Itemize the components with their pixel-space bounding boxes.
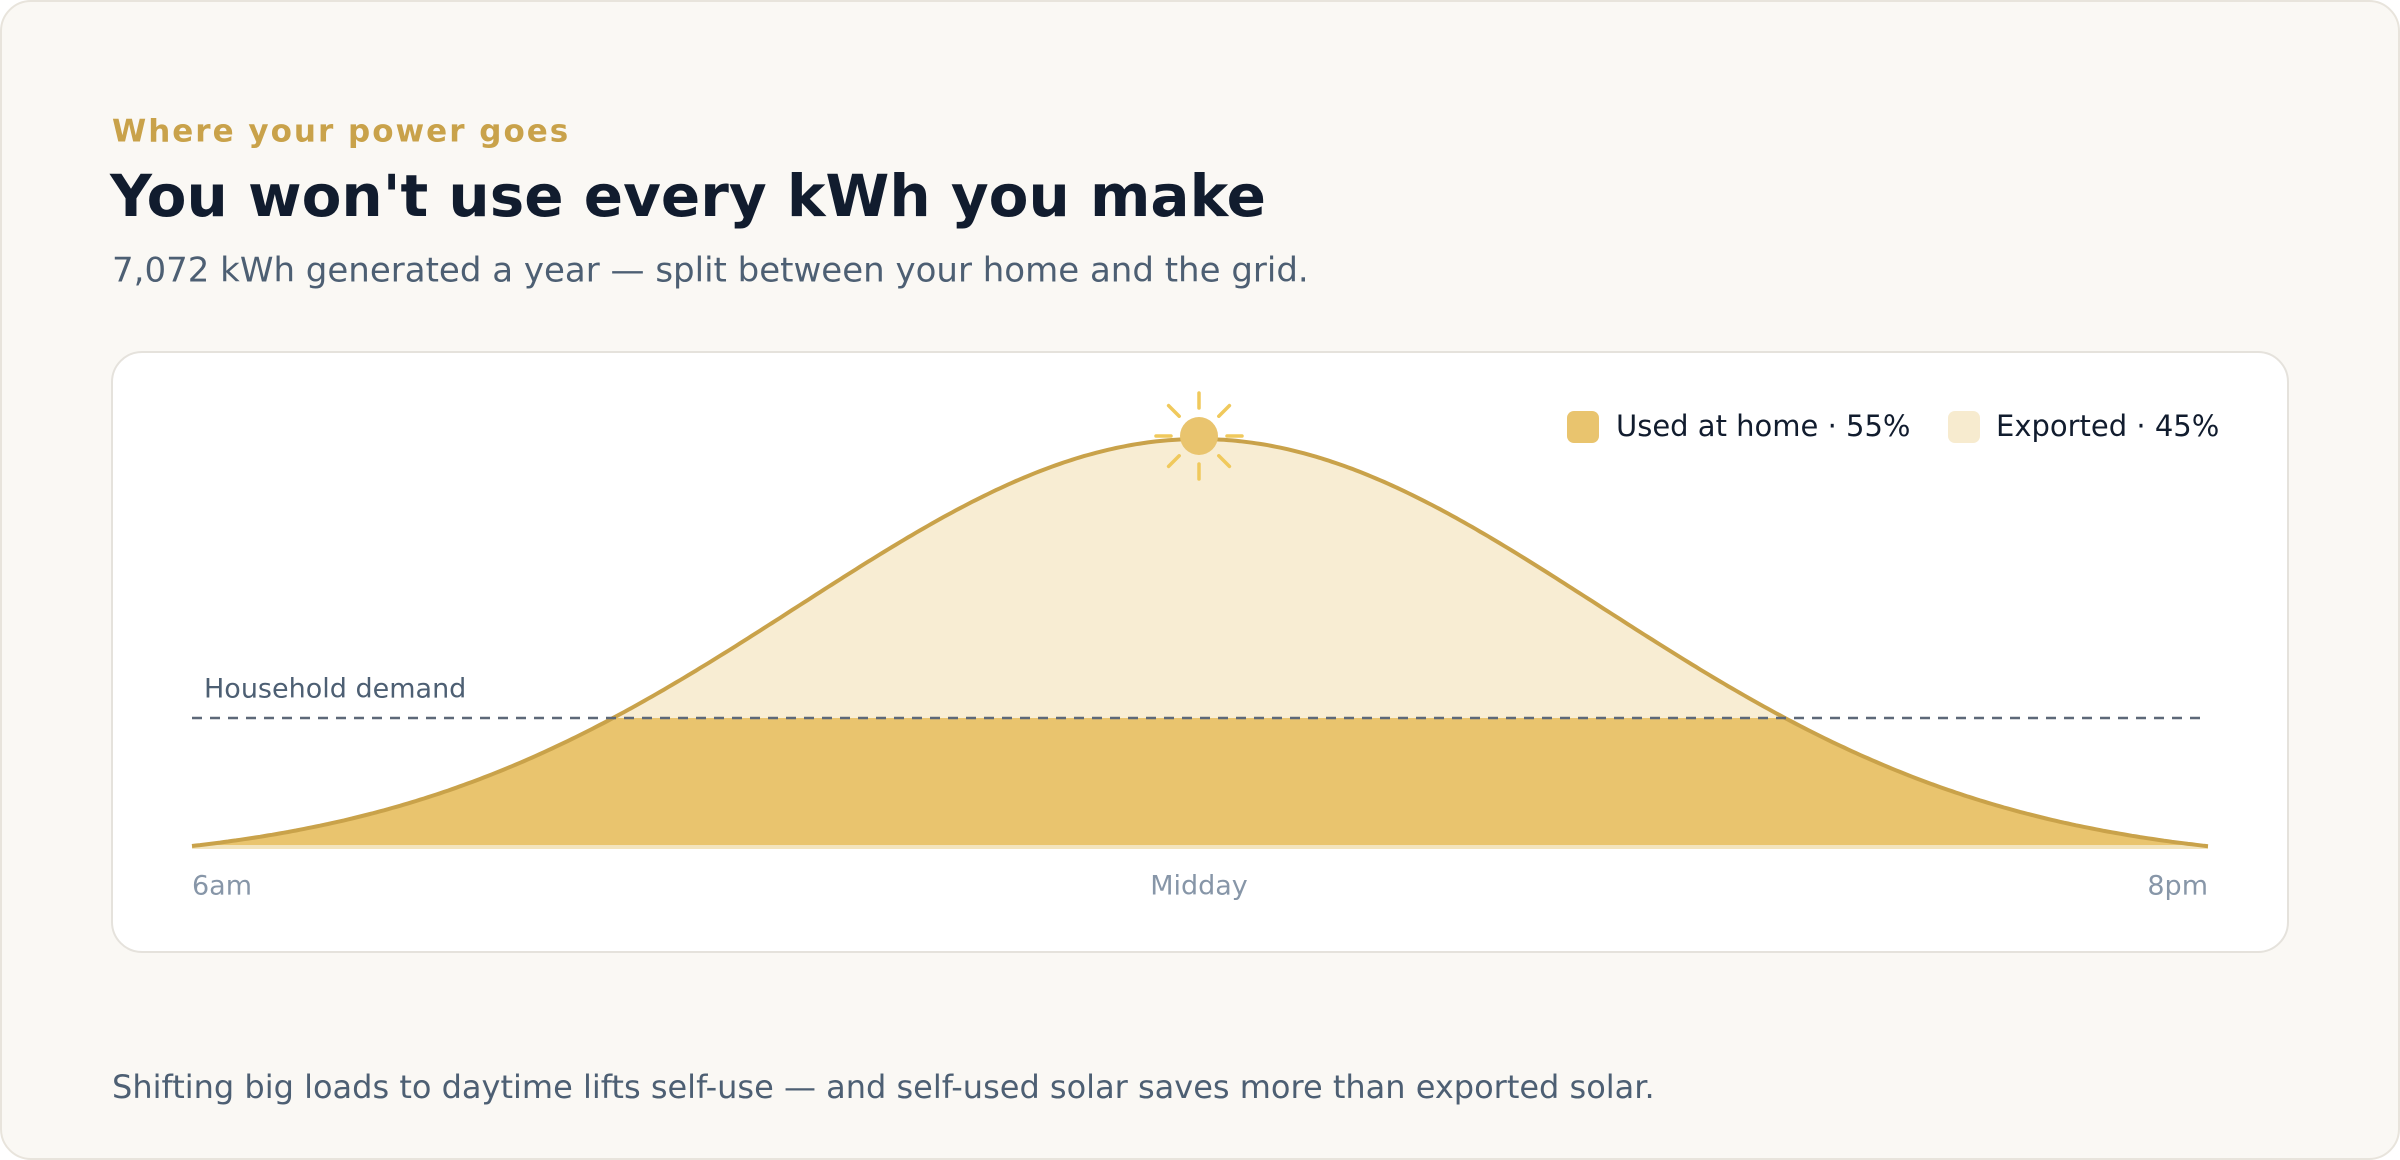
sun-ray [1217, 454, 1232, 469]
demand-label: Household demand [204, 674, 466, 705]
sun-ray [1166, 403, 1181, 418]
sun-ray [1166, 454, 1181, 469]
x-label: Midday [1150, 871, 1248, 902]
subtitle: 7,072 kWh generated a year — split betwe… [112, 251, 1309, 291]
used-area [192, 718, 2208, 847]
sun [1180, 417, 1218, 455]
eyebrow: Where your power goes [112, 114, 570, 150]
footer: Shifting big loads to daytime lifts self… [112, 1068, 1655, 1106]
x-label: 8pm [2147, 871, 2208, 902]
title: You won't use every kWh you make [109, 162, 1266, 230]
plot [191, 391, 2209, 849]
legend-label: Exported · 45% [1996, 409, 2219, 443]
x-label: 6am [192, 871, 252, 902]
legend-swatch [1948, 411, 1980, 443]
legend-label: Used at home · 55% [1616, 409, 1911, 443]
legend-swatch [1567, 411, 1599, 443]
sun-ray [1217, 403, 1232, 418]
